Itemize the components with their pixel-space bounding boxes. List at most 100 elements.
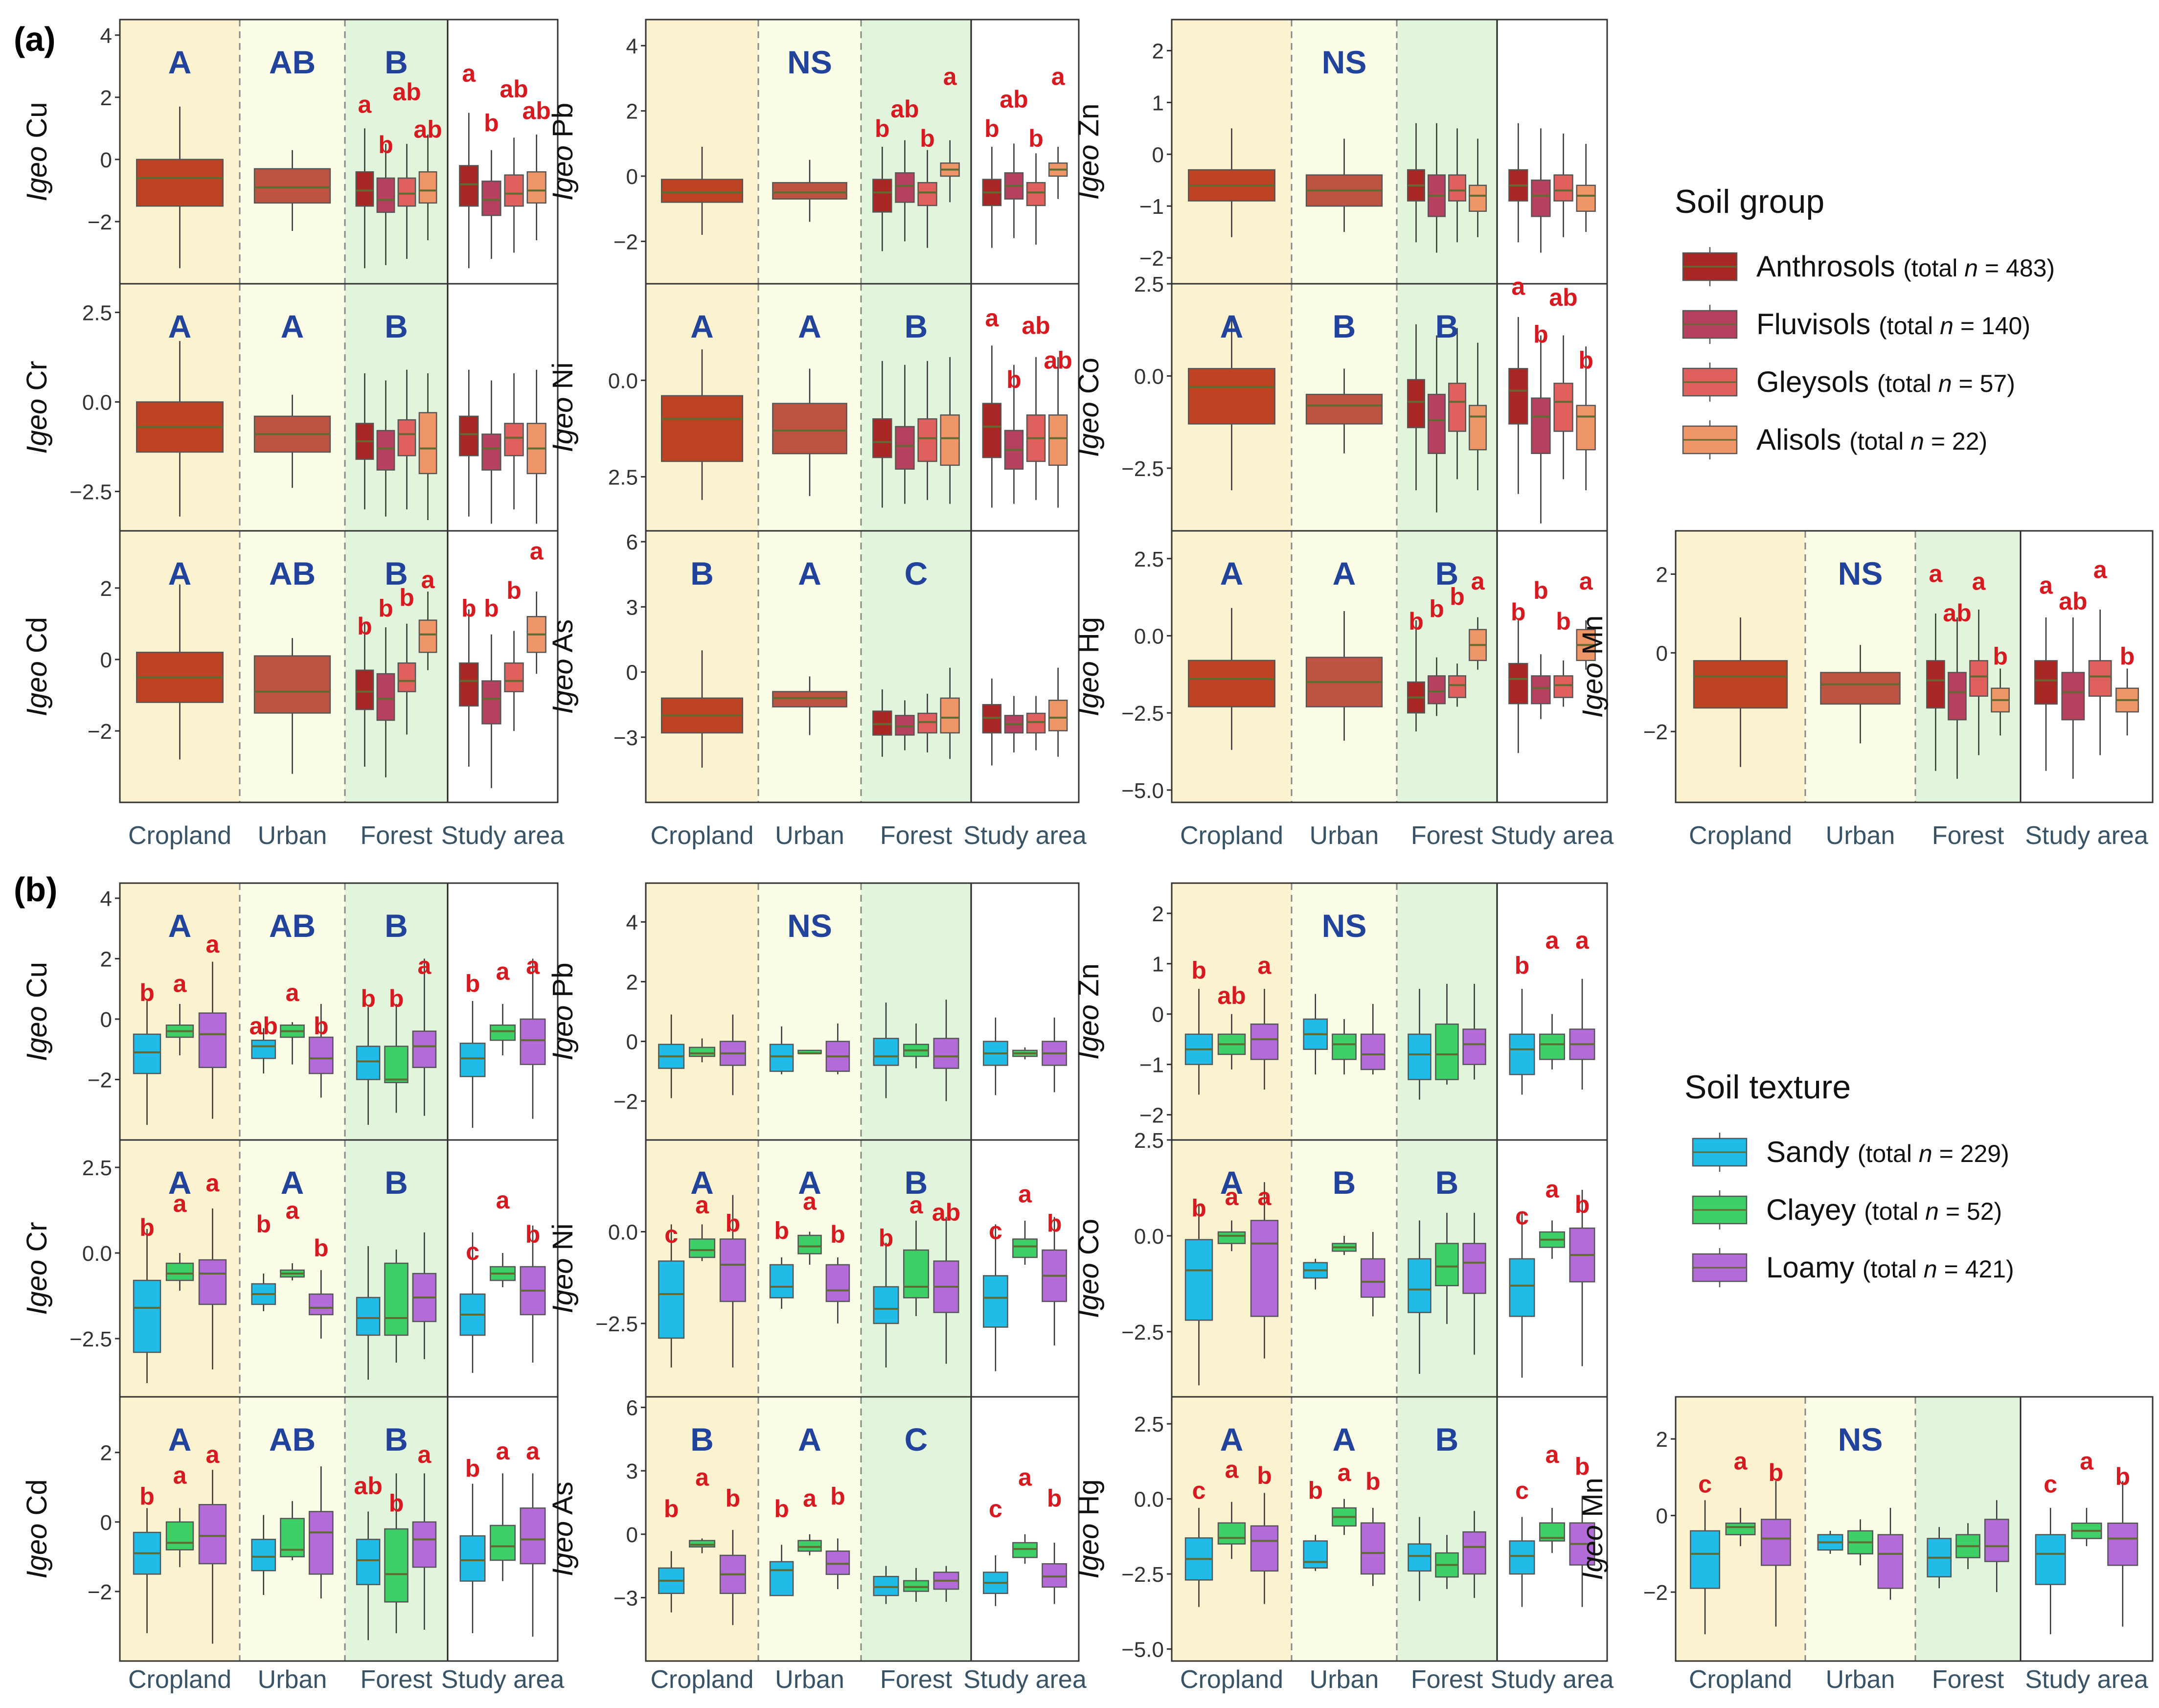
box-study-area: [1569, 1496, 1595, 1607]
significance-letter: a: [2093, 556, 2108, 584]
legend-label: Anthrosols (total n = 483): [1756, 250, 2055, 283]
legend-label-count: = 483): [1978, 254, 2055, 282]
box-forest: [356, 1007, 381, 1125]
y-axis-label-element: Co: [1073, 1219, 1105, 1263]
box-forest: [1462, 1511, 1486, 1598]
y-tick-label: 2.5: [82, 301, 112, 325]
box-study-area: [1004, 696, 1024, 752]
box-urban: [772, 159, 847, 222]
box-cropland: [136, 341, 224, 517]
box-urban: [1332, 1019, 1357, 1075]
iqr-box: [1448, 383, 1466, 432]
box-forest: [933, 1217, 959, 1364]
group-letter: C: [905, 555, 928, 592]
x-category-label: Urban: [1826, 1665, 1895, 1694]
box-forest: [917, 361, 937, 500]
iqr-box: [418, 412, 437, 475]
significance-letter: a: [496, 958, 510, 985]
y-tick-label: −5.0: [1121, 779, 1164, 803]
group-letter: B: [385, 555, 408, 592]
band-study-area: [448, 284, 558, 531]
box-cropland: [658, 1224, 685, 1367]
significance-letter: a: [1018, 1463, 1032, 1491]
significance-letter: b: [256, 1210, 271, 1238]
significance-letter: a: [909, 1191, 924, 1219]
significance-letter: b: [1993, 642, 2008, 670]
band-forest: [1397, 1397, 1497, 1661]
iqr-box: [520, 1507, 546, 1565]
group-letter: B: [905, 308, 928, 344]
band-forest: [345, 531, 448, 802]
legend-label: Alisols (total n = 22): [1756, 423, 1987, 456]
iqr-box: [1435, 1243, 1459, 1287]
significance-letter: b: [484, 110, 499, 137]
plot-frame: [1675, 530, 2154, 803]
iqr-box: [1448, 174, 1466, 202]
significance-letter: a: [496, 1437, 510, 1465]
x-category-label: Forest: [360, 1665, 432, 1694]
plot-frame: [1171, 530, 1608, 803]
iqr-box: [660, 179, 744, 203]
significance-letter: ab: [1044, 347, 1072, 374]
iqr-box: [1926, 660, 1945, 709]
iqr-box: [1877, 1534, 1904, 1589]
significance-letter: b: [1028, 125, 1044, 152]
iqr-box: [917, 712, 937, 734]
plot-frame: [119, 1396, 559, 1662]
iqr-box: [1576, 405, 1596, 451]
significance-letter: b: [1047, 1485, 1062, 1512]
box-study-area: [1026, 153, 1046, 245]
iqr-box: [1760, 1519, 1791, 1566]
significance-letter: a: [206, 1441, 220, 1468]
box-urban: [253, 394, 331, 488]
iqr-box: [769, 1044, 794, 1072]
box-study-area: [1576, 346, 1596, 491]
significance-letter: b: [1511, 598, 1526, 626]
legend-label-count: = 57): [1952, 370, 2015, 397]
group-letter: C: [905, 1421, 928, 1457]
x-category-label: Forest: [1411, 1665, 1483, 1694]
box-urban: [797, 1049, 822, 1054]
box-forest: [1948, 617, 1967, 779]
iqr-box: [1969, 660, 1988, 697]
box-study-area: [1048, 147, 1068, 199]
x-category-label: Cropland: [128, 821, 231, 850]
significance-letter: b: [139, 979, 155, 1006]
significance-letter: ab: [2059, 588, 2087, 615]
box-forest: [1408, 1220, 1432, 1374]
box-urban: [251, 1274, 276, 1311]
legend-label-n: n: [1940, 312, 1954, 340]
iqr-box: [769, 1264, 794, 1298]
significance-letter: a: [1972, 568, 1986, 595]
x-category-label: Study area: [963, 821, 1087, 850]
box-study-area: [526, 135, 546, 241]
iqr-box: [526, 171, 546, 204]
significance-letter: a: [1225, 1456, 1239, 1483]
iqr-box: [504, 423, 524, 456]
box-study-area: [459, 609, 479, 767]
significance-letter: a: [173, 1462, 187, 1489]
iqr-box: [418, 619, 437, 653]
iqr-box: [384, 1528, 409, 1603]
box-study-area: [459, 1001, 486, 1128]
significance-letter: b: [357, 613, 372, 640]
box-urban: [772, 676, 847, 735]
iqr-box: [1553, 675, 1573, 698]
box-study-area: [2088, 609, 2112, 755]
significance-letter: c: [466, 1238, 479, 1265]
box-forest: [412, 1232, 437, 1359]
significance-letter: a: [1051, 63, 1066, 90]
box-forest: [1435, 1212, 1459, 1324]
subplot-a-zn: 2 1 0 −1 −2 Igeo Zn NS: [1073, 19, 1608, 285]
iqr-box: [1509, 1033, 1535, 1075]
box-study-area: [2035, 1507, 2066, 1635]
significance-letter: a: [1258, 952, 1272, 979]
significance-letter: b: [378, 594, 393, 622]
significance-letter: ab: [890, 95, 919, 123]
x-category-label: Cropland: [1180, 821, 1283, 850]
iqr-box: [825, 1550, 850, 1575]
box-urban: [825, 1538, 850, 1590]
y-tick-label: 0.0: [1134, 364, 1164, 388]
